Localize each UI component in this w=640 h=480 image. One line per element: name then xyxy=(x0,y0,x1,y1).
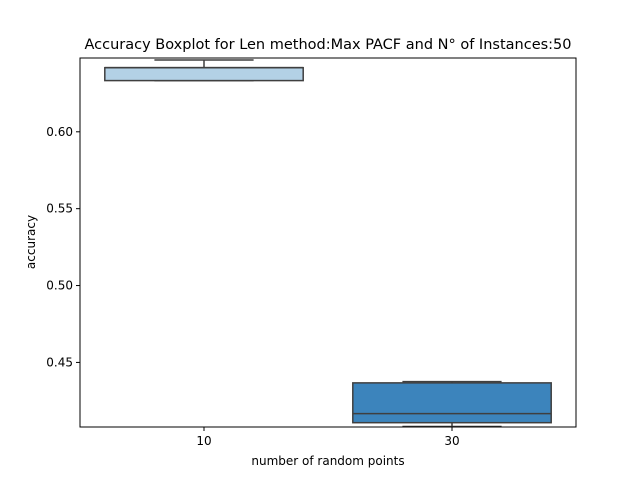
box-30 xyxy=(352,382,552,424)
y-tick-label: 0.45 xyxy=(46,355,73,369)
y-tick-label: 0.60 xyxy=(46,125,73,139)
x-axis: 10 30 xyxy=(196,427,460,448)
chart-title: Accuracy Boxplot for Len method:Max PACF… xyxy=(84,37,571,53)
box-group-30 xyxy=(352,380,552,428)
y-tick-label: 0.55 xyxy=(46,202,73,216)
box-group-10 xyxy=(104,59,304,82)
x-tick-label: 30 xyxy=(444,434,459,448)
y-axis-label: accuracy xyxy=(24,215,38,269)
y-axis: 0.45 0.50 0.55 0.60 xyxy=(46,125,80,369)
plot-frame xyxy=(79,57,577,428)
x-axis-label: number of random points xyxy=(251,454,404,468)
box-10 xyxy=(104,66,304,82)
plot-layer xyxy=(104,59,552,428)
y-tick-label: 0.50 xyxy=(46,279,73,293)
x-tick-label: 10 xyxy=(196,434,211,448)
